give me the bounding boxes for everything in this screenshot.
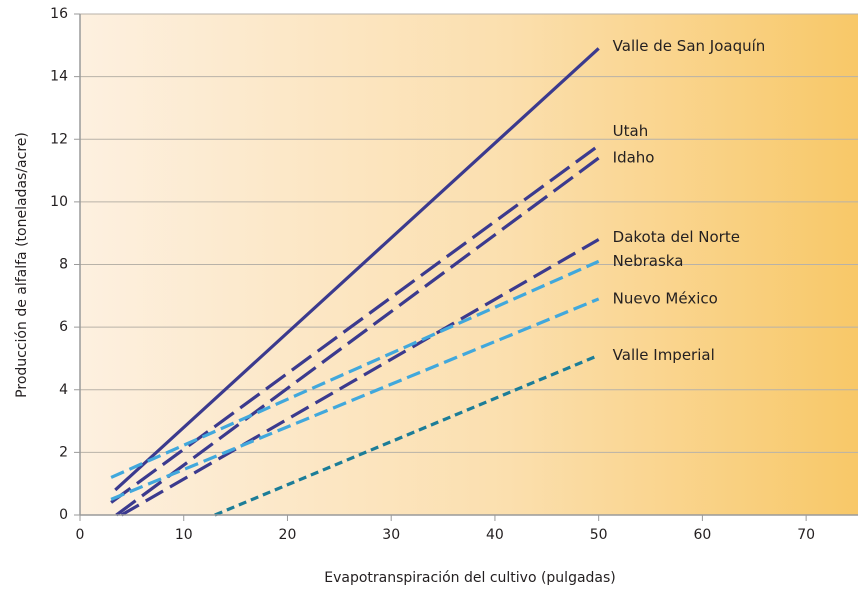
series-label: Utah (613, 122, 649, 140)
x-tick-label: 10 (175, 527, 193, 543)
series-line (110, 297, 600, 501)
x-tick-label: 50 (590, 527, 608, 543)
y-tick-label: 16 (50, 6, 68, 22)
x-tick-label: 60 (693, 527, 711, 543)
y-tick-label: 10 (50, 194, 68, 210)
y-tick-label: 8 (59, 257, 68, 273)
x-tick-label: 40 (486, 527, 504, 543)
x-axis-label: Evapotranspiración del cultivo (pulgadas… (324, 570, 616, 586)
y-axis-label: Producción de alfalfa (toneladas/acre) (14, 132, 30, 398)
series-line (114, 47, 600, 492)
series-label: Nuevo México (613, 289, 718, 307)
series-line (120, 238, 600, 517)
x-tick-label: 20 (279, 527, 297, 543)
x-tick-label: 70 (797, 527, 815, 543)
series-line (214, 353, 600, 517)
series-line (110, 259, 600, 479)
y-tick-label: 14 (50, 69, 68, 85)
y-tick-label: 4 (59, 382, 68, 398)
series-label: Nebraska (613, 252, 684, 270)
series-label: Valle de San Joaquín (613, 37, 766, 55)
series-label: Dakota del Norte (613, 228, 740, 246)
series-label: Valle Imperial (613, 346, 715, 364)
x-tick-label: 0 (76, 527, 85, 543)
y-tick-label: 12 (50, 131, 68, 147)
series-line (115, 156, 600, 517)
y-tick-label: 6 (59, 319, 68, 335)
y-tick-label: 0 (59, 507, 68, 523)
series-label: Idaho (613, 149, 655, 167)
x-tick-label: 30 (382, 527, 400, 543)
y-tick-label: 2 (59, 444, 68, 460)
